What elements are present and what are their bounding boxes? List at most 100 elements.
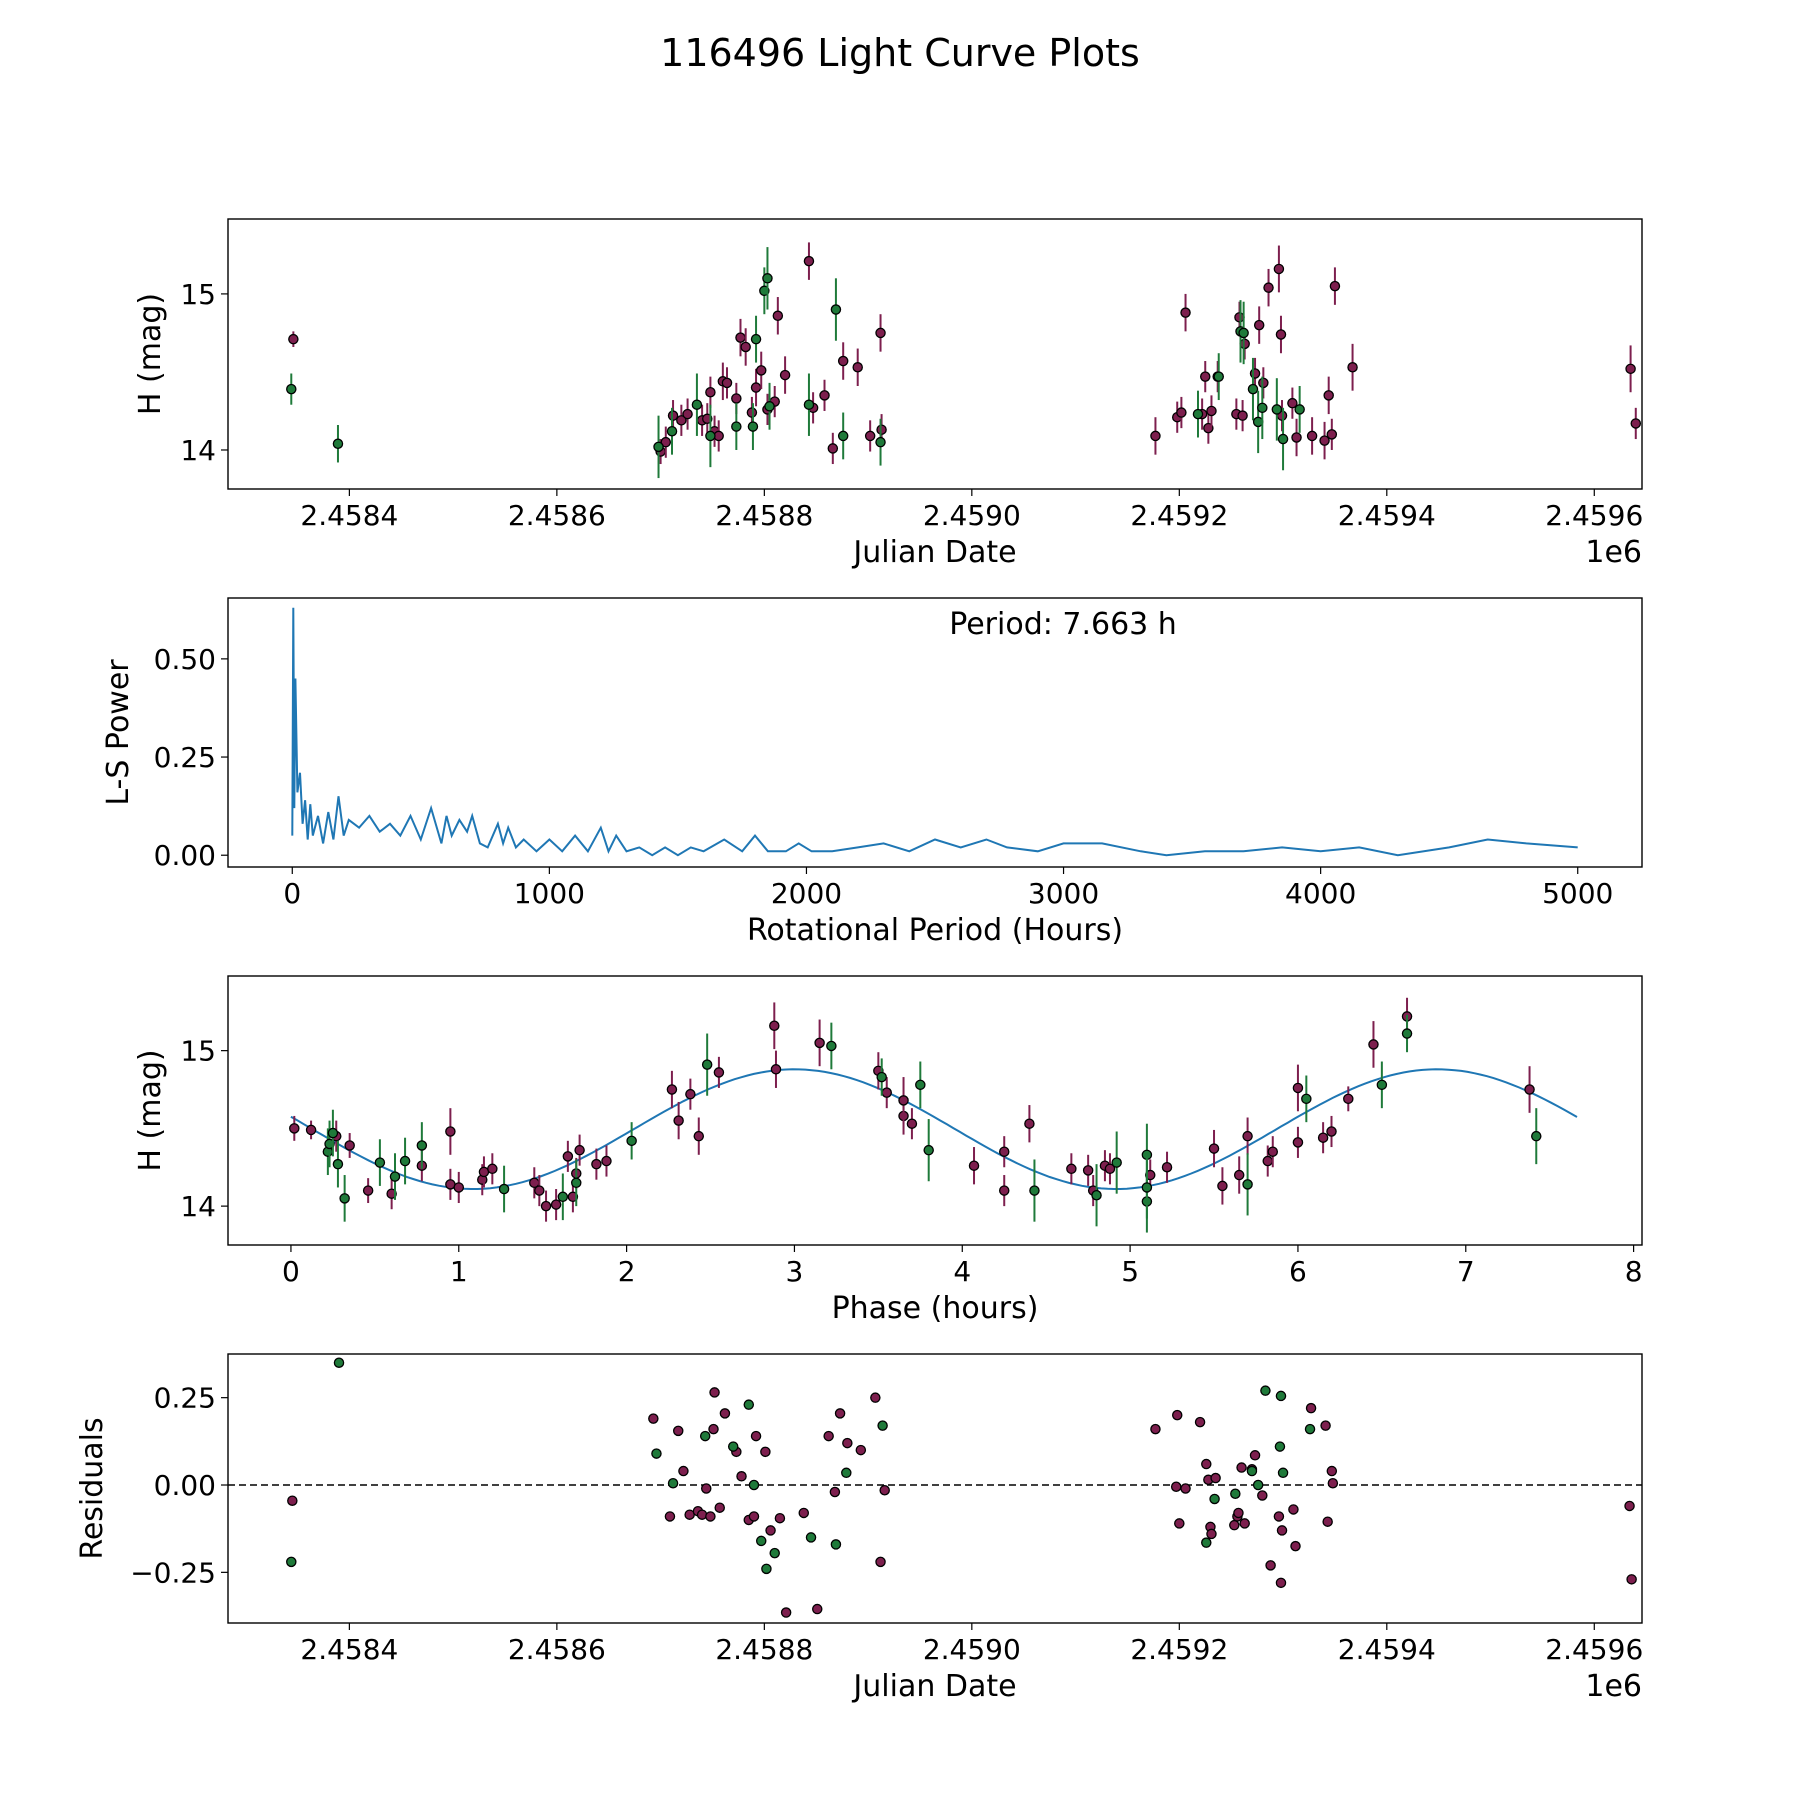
y-tick-label: 15 [180,1035,216,1068]
data-point [827,443,839,454]
data-point [1288,1504,1299,1515]
data-point [540,1200,552,1212]
data-point [1246,1465,1258,1477]
power-line [291,607,1578,857]
data-point [906,1118,918,1129]
data-point [1180,1483,1191,1494]
data-point [1343,1093,1354,1105]
data-point [664,1511,676,1522]
data-point [1257,1490,1268,1501]
data-point [826,1040,837,1052]
x-tick-label: 2.4588 [715,1633,813,1666]
x-tick-label: 2 [618,1255,636,1288]
data-point [332,438,344,449]
data-point [837,355,849,367]
data-point [1294,404,1305,415]
data-point [746,407,758,418]
data-point [761,1563,772,1575]
data-point [709,1387,720,1398]
data-point [1194,1416,1206,1428]
data-point [601,1155,612,1167]
data-point [1277,433,1289,445]
data-point [1171,1409,1183,1421]
data-point [812,1603,823,1615]
data-point [879,1484,890,1496]
data-point [714,1502,725,1513]
data-point [1368,1039,1379,1050]
data-point [1209,1493,1220,1505]
lightcurve-panel: 2.4584 2.4586 2.4588 2.4590 2.4592 2.4594 2.45… [133,218,1643,570]
data-point [1306,430,1318,442]
data-point [837,430,849,442]
x-tick-label: 0 [283,877,301,910]
x-tick-label: 3 [786,1255,804,1288]
data-point [1265,1560,1276,1571]
data-point [747,421,759,432]
data-point [750,333,762,345]
data-point [814,1037,825,1049]
y-tick-label: 15 [180,278,216,311]
data-point [660,436,672,448]
lightcurve-offset-label: 1e6 [1585,535,1642,570]
data-point [1213,371,1224,382]
data-point [1180,307,1191,318]
data-point [344,1140,355,1151]
periodogram-frame [227,597,1643,868]
data-point [1233,1507,1244,1519]
data-point [386,1188,397,1199]
x-tick-label: 2.4588 [715,499,813,532]
data-point [1319,435,1330,446]
data-point [772,310,784,322]
data-point [705,430,716,442]
data-point [1253,319,1265,331]
data-point [1199,371,1211,382]
data-point [769,1020,780,1032]
data-point [1082,1165,1094,1176]
data-point [1275,1577,1287,1589]
data-point [898,1095,909,1106]
data-point [736,1471,747,1482]
data-point [721,377,733,389]
data-point [875,1556,886,1568]
data-point [823,1430,834,1442]
y-tick-label: 0.25 [154,1382,216,1415]
x-tick-label: 2.4584 [300,499,398,532]
periodogram-panel: 0 1000 2000 3000 4000 5000 0.00 0.25 0.50 Rotatio… [101,597,1643,948]
data-point [876,424,887,435]
data-point [1277,1467,1289,1479]
data-point [1238,327,1249,339]
x-tick-label: 3000 [1028,877,1099,910]
data-point [1290,1540,1301,1552]
data-point [1247,383,1259,395]
data-point [1630,418,1642,429]
data-point [1236,1462,1247,1473]
data-point [701,1059,713,1070]
data-point [1401,1028,1413,1039]
data-point [550,1199,562,1210]
data-point [667,410,679,421]
data-point [870,1392,881,1403]
data-point [1326,1126,1337,1137]
data-point [653,441,664,453]
data-point [1066,1163,1077,1175]
data-point [834,1408,846,1419]
x-tick-label: 2.4592 [1130,499,1228,532]
data-point [672,1425,684,1437]
data-point [1260,1385,1271,1396]
x-tick-label: 4 [953,1255,971,1288]
data-point [774,1512,786,1524]
data-point [1242,1179,1253,1190]
data-point [705,386,716,398]
data-point [1304,1423,1316,1435]
data-point [626,1135,637,1147]
y-tick-label: 0.00 [154,1469,216,1502]
data-point [1287,397,1298,409]
data-point [1305,1402,1317,1414]
data-point [498,1183,510,1195]
data-point [673,1115,684,1126]
x-tick-label: 8 [1625,1255,1643,1288]
data-point [877,1420,888,1431]
data-point [760,1446,771,1458]
data-point [750,382,762,393]
